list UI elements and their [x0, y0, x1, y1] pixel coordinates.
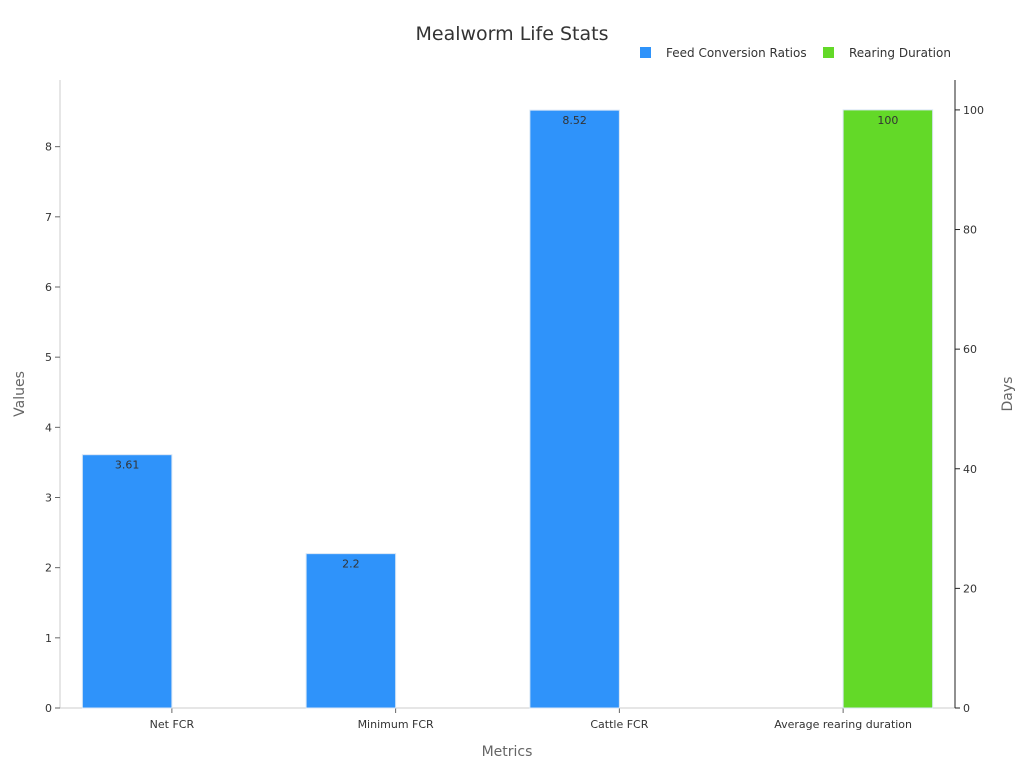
x-axis-label: Metrics: [482, 744, 533, 760]
x-tick-label: Minimum FCR: [358, 718, 434, 731]
y-axis-label: Values: [12, 371, 28, 417]
bars: [81, 109, 934, 709]
bar-fcr-2: [529, 109, 620, 709]
x-tick-label: Average rearing duration: [774, 718, 912, 731]
y-right-tick-label: 80: [963, 224, 977, 237]
bar-data-label: 8.52: [562, 114, 587, 127]
y-left-tick-label: 3: [45, 491, 52, 504]
bar-data-label: 3.61: [115, 459, 140, 472]
chart-title: Mealworm Life Stats: [416, 23, 609, 45]
y-right-tick-label: 60: [963, 343, 977, 356]
x-ticks: Net FCR Minimum FCR Cattle FCR Average rear…: [150, 708, 912, 731]
y-right-tick-label: 20: [963, 582, 977, 595]
x-tick-label: Cattle FCR: [590, 718, 648, 731]
legend: Feed Conversion Ratios Rearing Duration: [640, 46, 951, 60]
legend-label-1: Rearing Duration: [849, 46, 951, 60]
bar-fcr-1: [305, 553, 397, 709]
y-left-tick-label: 5: [45, 351, 52, 364]
y-left-tick-label: 7: [45, 211, 52, 224]
bar-data-label: 2.2: [342, 558, 360, 571]
y-left-tick-label: 6: [45, 281, 52, 294]
legend-swatch-0: [640, 47, 651, 58]
y-right-tick-label: 100: [963, 104, 984, 117]
bar-fcr-0: [81, 454, 173, 709]
axes: [59, 80, 956, 709]
y-left-tick-label: 0: [45, 702, 52, 715]
bar-labels: 3.61 2.2 8.52 100: [115, 114, 899, 571]
legend-swatch-1: [823, 47, 834, 58]
y-right-tick-label: 40: [963, 463, 977, 476]
legend-label-0: Feed Conversion Ratios: [666, 46, 807, 60]
y-left-tick-label: 2: [45, 562, 52, 575]
y-left-tick-label: 4: [45, 421, 52, 434]
y2-axis-label: Days: [1000, 377, 1016, 412]
y-right-tick-label: 0: [963, 702, 970, 715]
x-tick-label: Net FCR: [150, 718, 195, 731]
y-left-tick-label: 8: [45, 141, 52, 154]
bar-data-label: 100: [877, 114, 898, 127]
y-left-tick-label: 1: [45, 632, 52, 645]
bar-rearing-3: [842, 109, 934, 709]
y-left-ticks: 0 1 2 3 4 5 6 7 8: [45, 141, 60, 715]
y-right-ticks: 0 20 40 60 80 100: [955, 104, 984, 715]
